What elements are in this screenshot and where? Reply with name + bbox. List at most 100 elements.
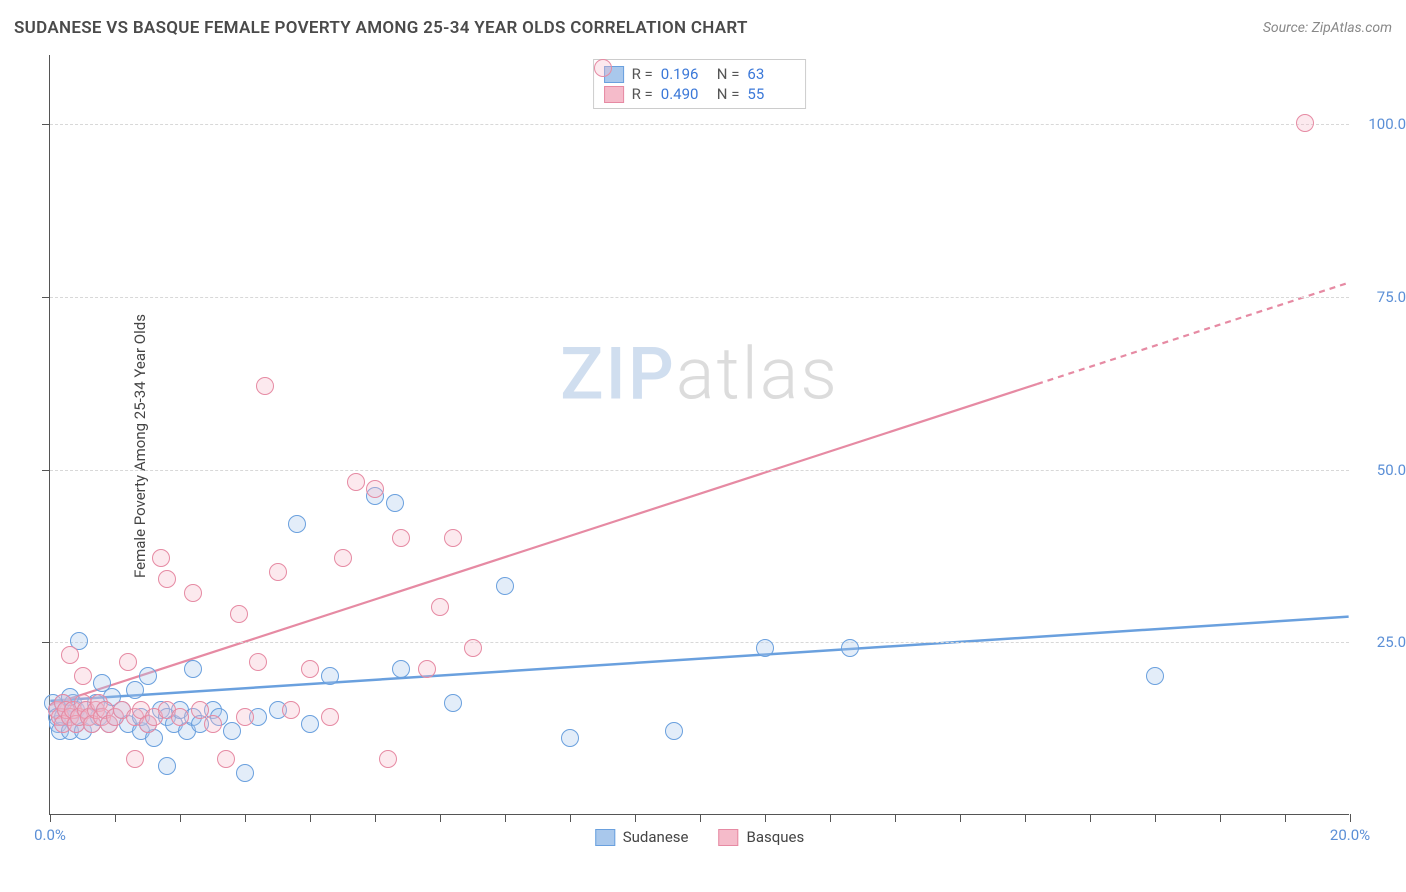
data-point: [158, 757, 176, 775]
legend-series-item: Sudanese: [595, 828, 689, 846]
x-tick: [1090, 814, 1091, 822]
x-tick: [1220, 814, 1221, 822]
x-tick: [895, 814, 896, 822]
gridline: [50, 297, 1349, 298]
data-point: [119, 653, 137, 671]
source-attribution: Source: ZipAtlas.com: [1263, 20, 1392, 36]
x-tick: [635, 814, 636, 822]
data-point: [1146, 667, 1164, 685]
data-point: [217, 750, 235, 768]
x-tick: [245, 814, 246, 822]
watermark-atlas: atlas: [676, 331, 839, 416]
data-point: [444, 529, 462, 547]
y-tick: [42, 642, 50, 643]
chart-title: SUDANESE VS BASQUE FEMALE POVERTY AMONG …: [14, 18, 748, 38]
data-point: [386, 494, 404, 512]
y-tick-label: 50.0%: [1357, 461, 1406, 479]
y-tick: [42, 470, 50, 471]
gridline: [50, 470, 1349, 471]
y-tick-label: 75.0%: [1357, 288, 1406, 306]
data-point: [444, 694, 462, 712]
data-point: [139, 667, 157, 685]
gridline: [50, 642, 1349, 643]
data-point: [152, 549, 170, 567]
legend-correlation-row: R =0.196N =63: [604, 64, 796, 84]
x-tick: [765, 814, 766, 822]
y-tick: [42, 124, 50, 125]
watermark-zip: ZIP: [560, 331, 676, 416]
data-point: [366, 480, 384, 498]
data-point: [392, 529, 410, 547]
trend-line-dashed: [1037, 283, 1349, 384]
data-point: [665, 722, 683, 740]
legend-series-item: Basques: [718, 828, 804, 846]
data-point: [126, 750, 144, 768]
x-tick: [180, 814, 181, 822]
n-label: N =: [717, 85, 740, 103]
r-value: 0.490: [661, 85, 709, 103]
legend-correlation-row: R = 0.490 N = 55: [604, 84, 796, 104]
data-point: [61, 646, 79, 664]
x-tick: [375, 814, 376, 822]
data-point: [184, 584, 202, 602]
x-tick: [700, 814, 701, 822]
data-point: [301, 715, 319, 733]
data-point: [256, 377, 274, 395]
trend-line: [50, 617, 1348, 701]
data-point: [223, 722, 241, 740]
data-point: [171, 708, 189, 726]
data-point: [74, 667, 92, 685]
watermark: ZIPatlas: [560, 331, 839, 416]
x-tick: [440, 814, 441, 822]
data-point: [126, 681, 144, 699]
data-point: [158, 570, 176, 588]
data-point: [204, 715, 222, 733]
x-tick-label: 0.0%: [34, 826, 66, 844]
r-label: R =: [632, 85, 653, 103]
data-point: [1296, 114, 1314, 132]
data-point: [288, 515, 306, 533]
data-point: [418, 660, 436, 678]
data-point: [594, 59, 612, 77]
x-tick: [310, 814, 311, 822]
data-point: [249, 653, 267, 671]
x-tick: [115, 814, 116, 822]
data-point: [379, 750, 397, 768]
trend-lines-svg: [50, 55, 1349, 814]
legend-swatch: [718, 829, 738, 846]
n-value: 55: [747, 85, 795, 103]
x-tick: [1285, 814, 1286, 822]
data-point: [496, 577, 514, 595]
legend-correlation: R =0.196N =63R = 0.490 N = 55: [593, 59, 807, 109]
data-point: [334, 549, 352, 567]
x-tick: [1350, 814, 1351, 822]
legend-swatch: [595, 829, 615, 846]
data-point: [230, 605, 248, 623]
y-tick-label: 25.0%: [1357, 633, 1406, 651]
data-point: [392, 660, 410, 678]
gridline: [50, 124, 1349, 125]
x-tick: [960, 814, 961, 822]
legend-swatch: [604, 86, 624, 103]
data-point: [321, 667, 339, 685]
n-label: N =: [717, 65, 740, 83]
data-point: [236, 764, 254, 782]
r-label: R =: [632, 65, 653, 83]
x-tick-label: 20.0%: [1330, 826, 1370, 844]
data-point: [321, 708, 339, 726]
x-tick: [1155, 814, 1156, 822]
y-tick: [42, 297, 50, 298]
data-point: [561, 729, 579, 747]
legend-series-label: Basques: [746, 828, 804, 846]
title-bar: SUDANESE VS BASQUE FEMALE POVERTY AMONG …: [14, 18, 1392, 38]
data-point: [184, 660, 202, 678]
data-point: [282, 701, 300, 719]
data-point: [756, 639, 774, 657]
x-tick: [50, 814, 51, 822]
data-point: [269, 563, 287, 581]
data-point: [431, 598, 449, 616]
data-point: [347, 473, 365, 491]
data-point: [301, 660, 319, 678]
data-point: [464, 639, 482, 657]
legend-series: Sudanese Basques: [595, 828, 804, 846]
